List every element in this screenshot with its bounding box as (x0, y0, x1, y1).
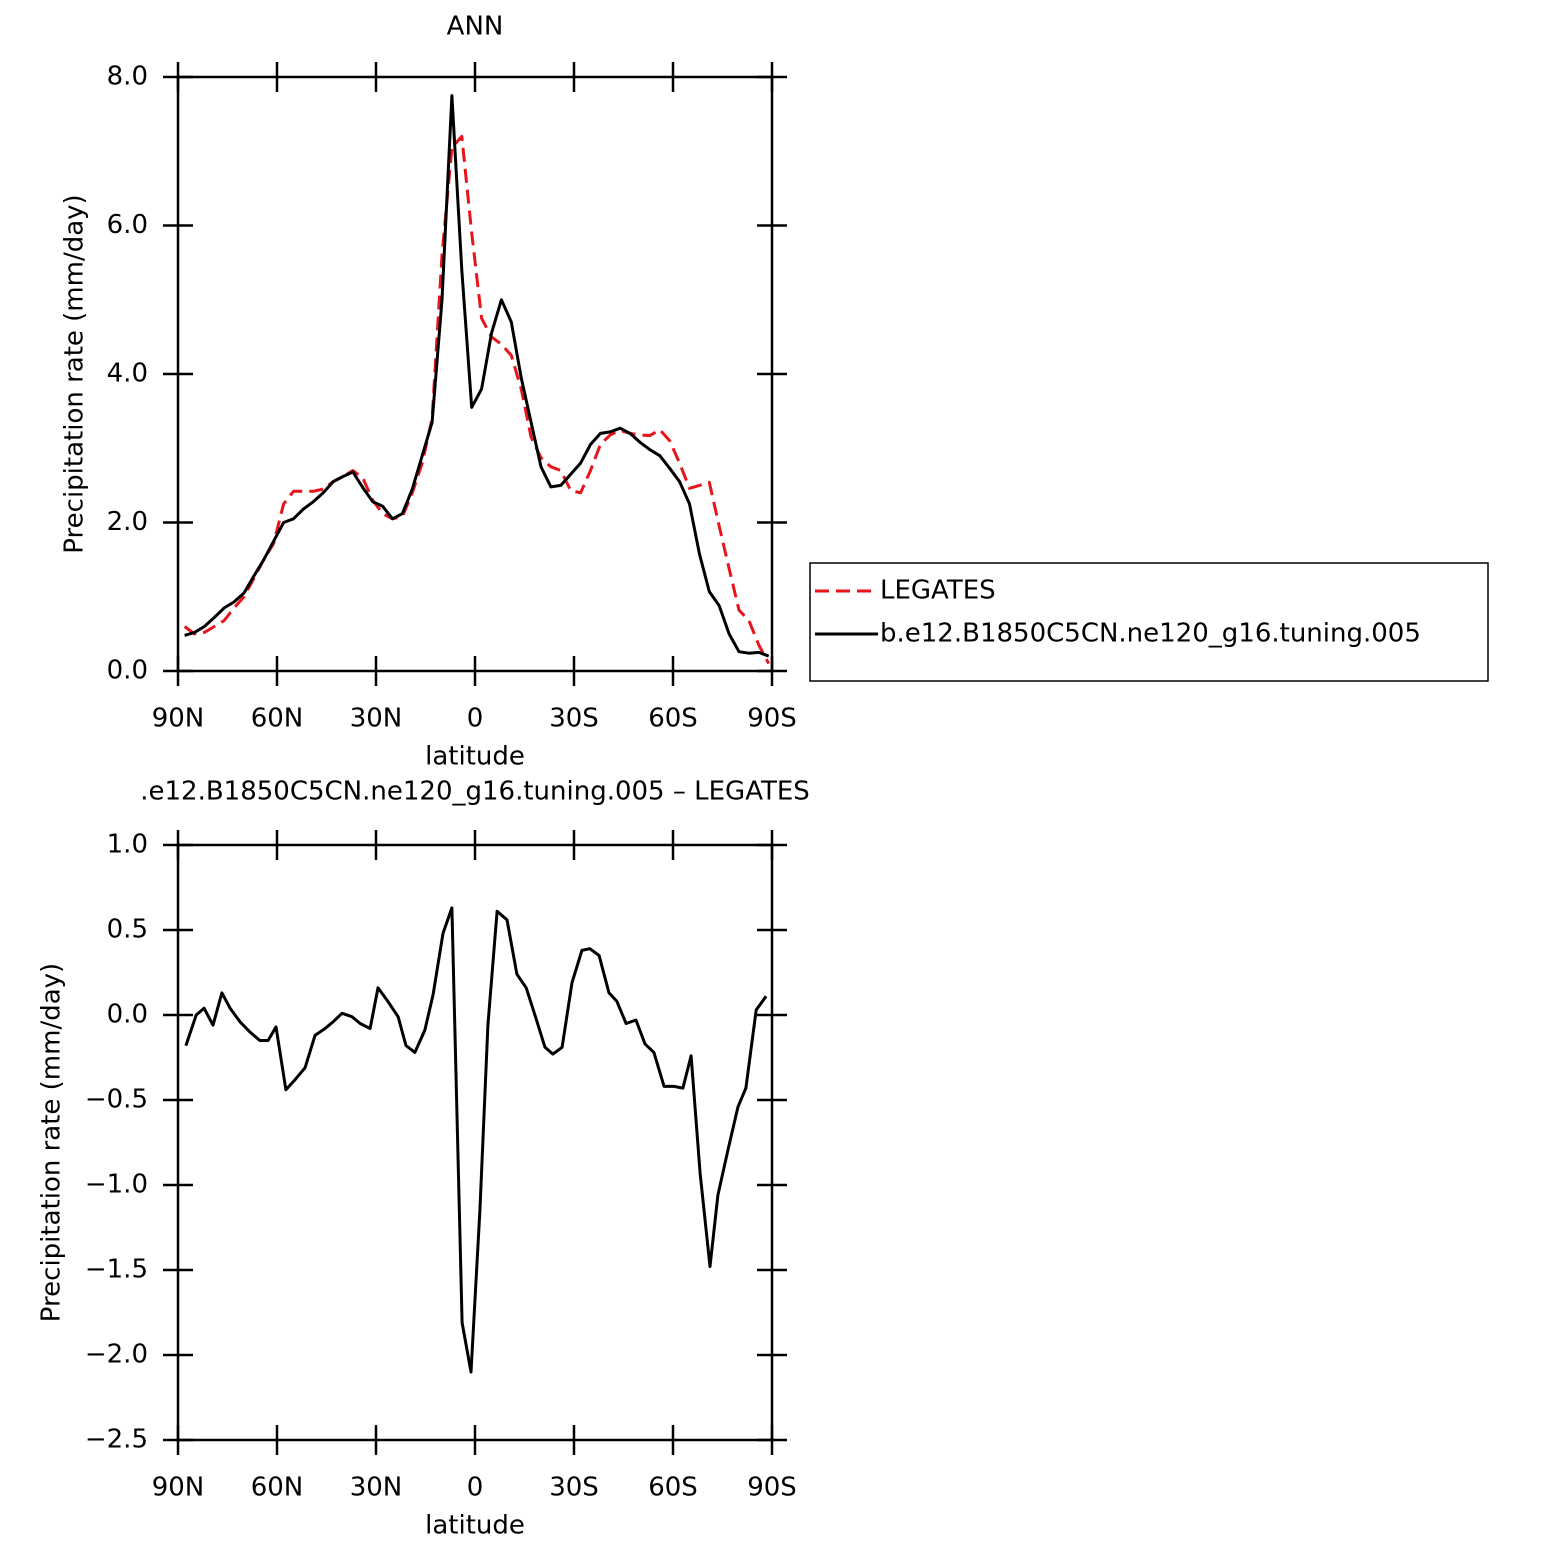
y-tick-label: 8.0 (107, 62, 148, 92)
data-line (184, 94, 770, 658)
y-tick-label: −0.5 (85, 1085, 148, 1115)
x-tick-label: 30S (549, 1473, 599, 1503)
plot-frame (176, 843, 774, 1442)
y-tick-label: 0.0 (107, 656, 148, 686)
plot-frame (176, 75, 774, 673)
legend-label: b.e12.B1850C5CN.ne120_g16.tuning.005 (880, 619, 1421, 649)
x-tick-label: 0 (467, 1473, 484, 1503)
data-line (184, 906, 768, 1374)
x-tick-label: 60N (251, 704, 304, 734)
y-tick-label: 1.0 (107, 830, 148, 860)
y-tick-label: 4.0 (107, 359, 148, 389)
x-axis-label: latitude (425, 1511, 525, 1541)
y-tick-label: −2.0 (85, 1340, 148, 1370)
legend-box (809, 562, 1489, 682)
x-axis-label: latitude (425, 742, 525, 772)
data-line (183, 134, 771, 665)
y-tick-label: −1.5 (85, 1255, 148, 1285)
y-axis-label: Precipitation rate (mm/day) (60, 194, 90, 553)
y-tick-label: 2.0 (107, 507, 148, 537)
x-tick-label: 90N (152, 704, 205, 734)
x-tick-label: 30N (350, 704, 403, 734)
x-tick-label: 0 (467, 704, 484, 734)
y-axis-label: Precipitation rate (mm/day) (37, 963, 67, 1322)
x-tick-label: 90S (747, 1473, 797, 1503)
y-tick-label: −1.0 (85, 1170, 148, 1200)
x-tick-label: 30N (350, 1473, 403, 1503)
chart-title: .e12.B1850C5CN.ne120_g16.tuning.005 – LE… (140, 777, 810, 807)
x-tick-label: 60N (251, 1473, 304, 1503)
x-tick-label: 90S (747, 704, 797, 734)
y-tick-label: 0.5 (107, 915, 148, 945)
y-tick-label: −2.5 (85, 1425, 148, 1455)
x-tick-label: 60S (648, 1473, 698, 1503)
x-tick-label: 90N (152, 1473, 205, 1503)
y-tick-label: 0.0 (107, 1000, 148, 1030)
chart-title: ANN (447, 12, 504, 42)
x-tick-label: 60S (648, 704, 698, 734)
x-tick-label: 30S (549, 704, 599, 734)
legend-label: LEGATES (880, 576, 996, 606)
y-tick-label: 6.0 (107, 210, 148, 240)
